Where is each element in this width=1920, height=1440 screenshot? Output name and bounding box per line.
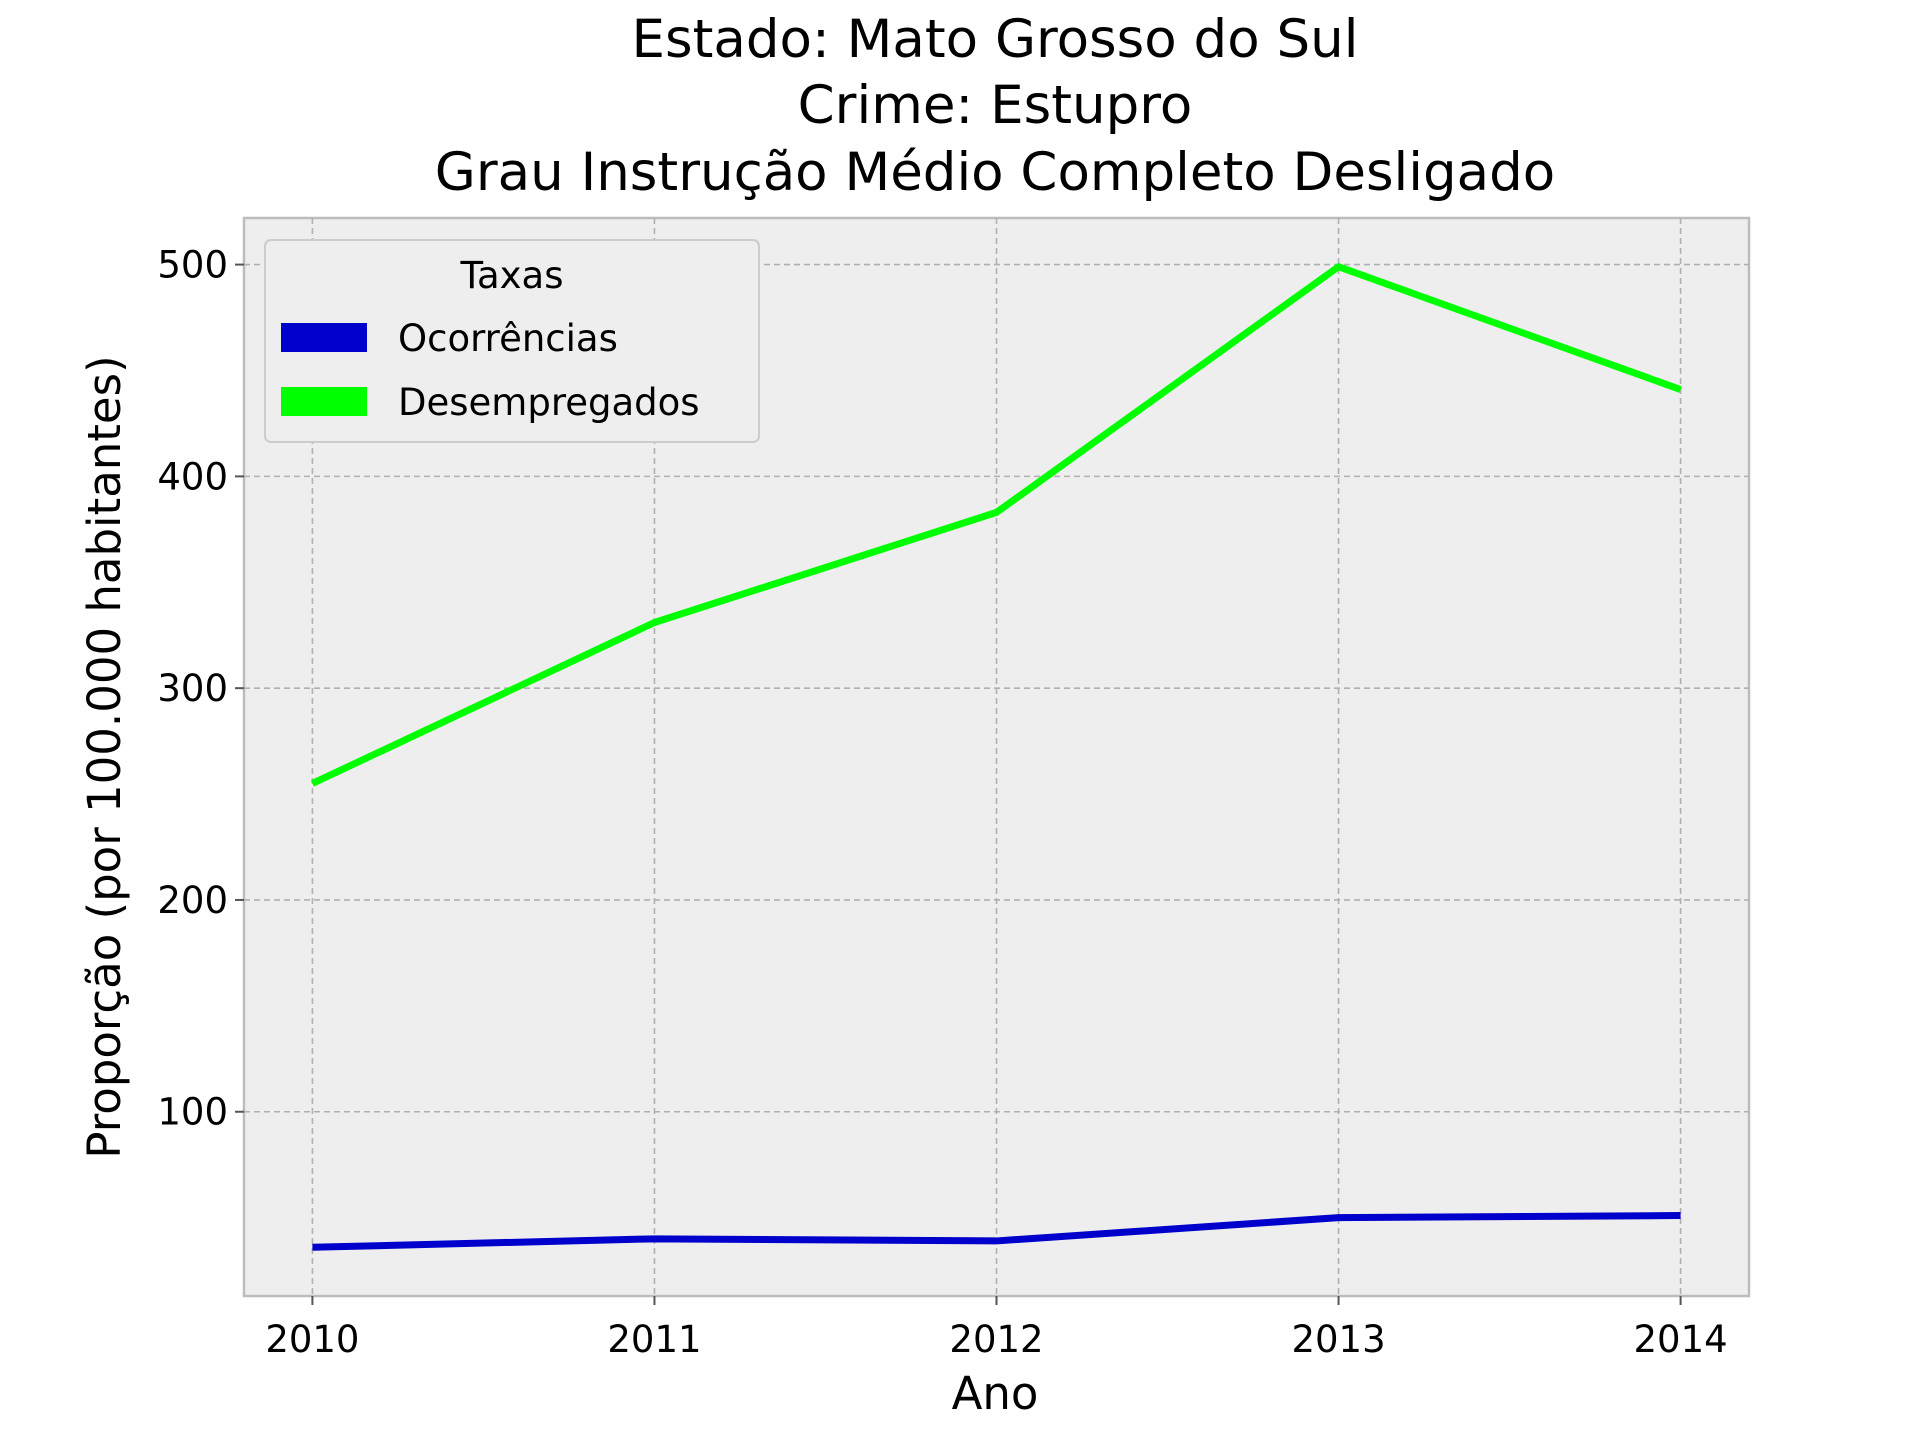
legend-title: Taxas: [460, 254, 564, 297]
series-line-desempregados: [310, 263, 1682, 787]
chart-title-line-3: Grau Instrução Médio Completo Desligado: [435, 142, 1555, 203]
y-tick-label: 500: [157, 244, 228, 287]
y-axis-label: Proporção (por 100.000 habitantes): [78, 355, 131, 1158]
x-axis-ticks: 2010 2011 2012 2013 2014: [265, 1296, 1728, 1361]
x-tick-label: 2013: [1291, 1318, 1385, 1361]
x-axis-label: Ano: [952, 1367, 1039, 1420]
legend-swatch-ocorrencias: [281, 323, 367, 352]
series-line-ocorrencias: [312, 1212, 1681, 1251]
legend: Taxas Ocorrências Desempregados: [264, 239, 760, 443]
legend-label-ocorrencias: Ocorrências: [398, 317, 618, 360]
y-tick-label: 200: [157, 879, 228, 922]
legend-box: [264, 239, 760, 443]
chart-title-line-1: Estado: Mato Grosso do Sul: [632, 9, 1359, 70]
x-tick-label: 2011: [607, 1318, 701, 1361]
legend-label-desempregados: Desempregados: [398, 381, 700, 424]
y-tick-label: 400: [157, 455, 228, 498]
x-tick-label: 2012: [949, 1318, 1043, 1361]
x-tick-label: 2010: [265, 1318, 359, 1361]
y-tick-label: 100: [157, 1091, 228, 1134]
chart-title-line-2: Crime: Estupro: [798, 75, 1193, 136]
series-lines: [310, 263, 1682, 1251]
x-tick-label: 2014: [1634, 1318, 1728, 1361]
y-axis-ticks: 100 200 300 400 500: [157, 244, 244, 1134]
legend-swatch-desempregados: [281, 387, 367, 416]
y-tick-label: 300: [157, 667, 228, 710]
